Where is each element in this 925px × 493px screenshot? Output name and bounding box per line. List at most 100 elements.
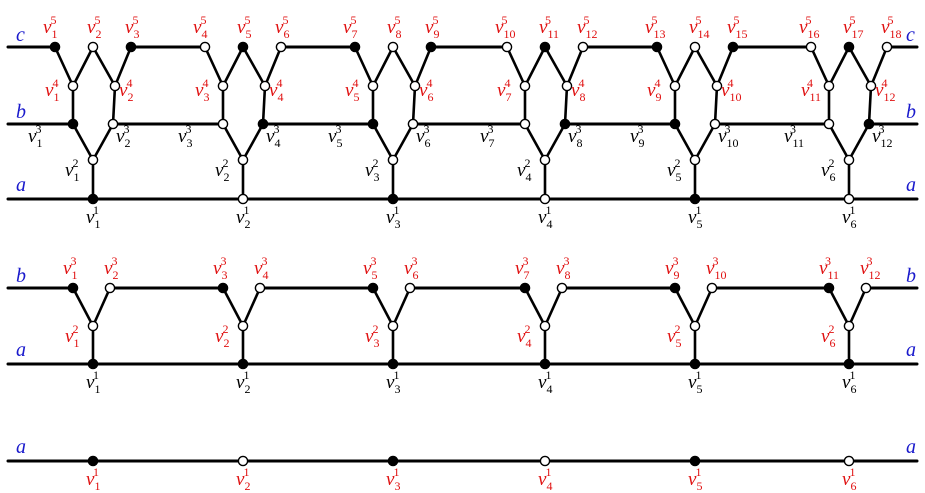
rail-label-a-left-mid: a	[16, 339, 26, 361]
vertex-l2	[689, 154, 701, 166]
label-v5: v15	[43, 13, 57, 41]
vertex-l3	[217, 282, 229, 294]
vertex-l2	[87, 154, 99, 166]
vertex-l3	[556, 282, 568, 294]
vertex-l5	[501, 41, 513, 53]
label-v5: v75	[343, 13, 357, 41]
vertex-l3	[706, 282, 718, 294]
edge	[565, 45, 585, 88]
edge	[827, 286, 851, 328]
edge	[353, 45, 375, 88]
edge	[827, 122, 851, 162]
edge	[241, 45, 267, 88]
label-v1: v51	[688, 368, 702, 396]
edge	[391, 45, 417, 88]
edge	[543, 286, 564, 328]
vertex-l2	[87, 320, 99, 332]
edge	[53, 45, 75, 88]
vertex-l5	[275, 41, 287, 53]
edge	[413, 45, 433, 88]
vertex-l3	[823, 118, 835, 130]
label-v4: v114	[801, 76, 821, 104]
edge	[221, 45, 245, 88]
vertex-l3	[104, 282, 116, 294]
vertex-l3	[863, 118, 875, 130]
vertex-l2	[843, 154, 855, 166]
label-v5: v135	[645, 13, 665, 41]
vertex-l5	[237, 41, 249, 53]
vertex-l1	[539, 358, 551, 370]
vertex-l2	[237, 320, 249, 332]
vertex-l4	[67, 80, 79, 92]
label-v3: v63	[404, 254, 418, 282]
edge	[827, 45, 851, 88]
vertex-l1	[689, 193, 701, 205]
label-v2: v62	[821, 322, 835, 350]
vertex-l3	[823, 282, 835, 294]
edge	[523, 45, 547, 88]
edge	[241, 122, 265, 162]
label-v5: v95	[425, 13, 439, 41]
label-v1: v31	[386, 368, 400, 396]
vertex-l4	[865, 80, 877, 92]
rail-label-a-left: a	[16, 174, 26, 196]
label-v3: v53	[328, 122, 342, 150]
vertex-l1	[237, 193, 249, 205]
label-v4: v44	[269, 76, 283, 104]
label-v5: v35	[125, 13, 139, 41]
vertex-l3	[367, 282, 379, 294]
vertex-l1	[237, 455, 249, 467]
label-v3: v123	[860, 254, 880, 282]
edge	[543, 122, 567, 162]
edge	[71, 122, 95, 162]
edge	[261, 84, 267, 126]
edge	[411, 84, 417, 126]
edge	[869, 45, 889, 88]
vertex-l5	[805, 41, 817, 53]
label-v3: v53	[363, 254, 377, 282]
edge	[203, 45, 225, 88]
vertex-l1	[87, 358, 99, 370]
vertex-l3	[67, 118, 79, 130]
label-v2: v32	[365, 322, 379, 350]
label-v1: v41	[538, 368, 552, 396]
vertex-l1	[387, 358, 399, 370]
label-v3: v103	[718, 122, 738, 150]
edge	[713, 84, 719, 126]
label-v5: v185	[881, 13, 901, 41]
label-v4: v74	[497, 76, 511, 104]
label-v3: v73	[515, 254, 529, 282]
edge	[221, 122, 245, 162]
edge	[673, 122, 697, 162]
vertex-l3	[217, 118, 229, 130]
label-v3: v23	[104, 254, 118, 282]
edge	[371, 122, 395, 162]
vertex-l4	[519, 80, 531, 92]
label-v3: v43	[254, 254, 268, 282]
label-v5: v45	[193, 13, 207, 41]
edge	[847, 122, 871, 162]
rail-label-b-right-mid: b	[906, 265, 916, 287]
edge	[847, 286, 868, 328]
rail-label-a-right: a	[906, 174, 916, 196]
vertex-l3	[709, 118, 721, 130]
vertex-l3	[860, 282, 872, 294]
label-v5: v25	[87, 13, 101, 41]
vertex-l5	[349, 41, 361, 53]
vertex-l2	[539, 154, 551, 166]
vertex-l1	[387, 455, 399, 467]
label-v3: v73	[480, 122, 494, 150]
label-v3: v63	[416, 122, 430, 150]
vertex-l4	[711, 80, 723, 92]
label-v3: v23	[116, 122, 130, 150]
label-v5: v85	[387, 13, 401, 41]
vertex-l1	[843, 358, 855, 370]
vertex-l5	[727, 41, 739, 53]
label-v3: v43	[266, 122, 280, 150]
edge	[71, 286, 95, 328]
edge	[113, 45, 133, 88]
label-v1: v61	[842, 368, 856, 396]
vertex-l3	[407, 118, 419, 130]
label-v1: v11	[86, 465, 100, 493]
